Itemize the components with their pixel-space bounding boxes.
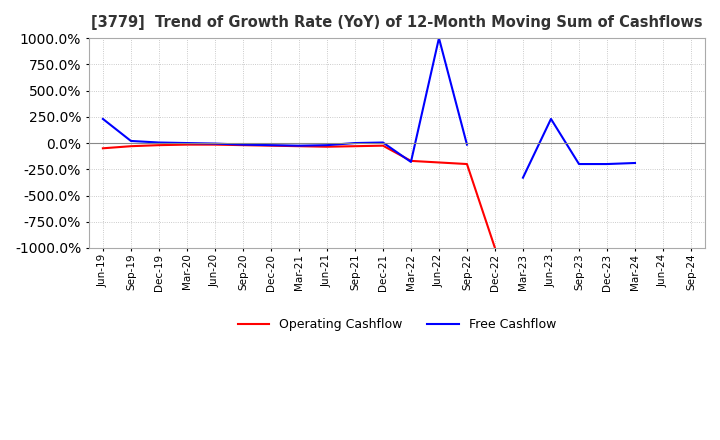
- Free Cashflow: [294, 143, 303, 148]
- Free Cashflow: [210, 141, 219, 146]
- Operating Cashflow: [238, 143, 247, 148]
- Free Cashflow: [155, 140, 163, 145]
- Operating Cashflow: [490, 246, 499, 251]
- Free Cashflow: [351, 140, 359, 146]
- Operating Cashflow: [463, 161, 472, 167]
- Free Cashflow: [266, 143, 275, 148]
- Legend: Operating Cashflow, Free Cashflow: Operating Cashflow, Free Cashflow: [233, 313, 561, 336]
- Operating Cashflow: [351, 143, 359, 149]
- Operating Cashflow: [99, 146, 107, 151]
- Operating Cashflow: [323, 144, 331, 149]
- Free Cashflow: [238, 142, 247, 147]
- Line: Free Cashflow: Free Cashflow: [103, 38, 467, 162]
- Operating Cashflow: [127, 143, 135, 149]
- Operating Cashflow: [379, 143, 387, 148]
- Free Cashflow: [127, 138, 135, 143]
- Operating Cashflow: [294, 143, 303, 149]
- Free Cashflow: [183, 140, 192, 146]
- Operating Cashflow: [183, 142, 192, 147]
- Operating Cashflow: [266, 143, 275, 148]
- Operating Cashflow: [435, 160, 444, 165]
- Free Cashflow: [323, 143, 331, 148]
- Operating Cashflow: [210, 142, 219, 147]
- Free Cashflow: [435, 36, 444, 41]
- Title: [3779]  Trend of Growth Rate (YoY) of 12-Month Moving Sum of Cashflows: [3779] Trend of Growth Rate (YoY) of 12-…: [91, 15, 703, 30]
- Operating Cashflow: [155, 143, 163, 148]
- Free Cashflow: [407, 159, 415, 165]
- Free Cashflow: [463, 142, 472, 147]
- Line: Operating Cashflow: Operating Cashflow: [103, 145, 495, 248]
- Operating Cashflow: [407, 158, 415, 164]
- Free Cashflow: [379, 140, 387, 145]
- Free Cashflow: [99, 116, 107, 121]
